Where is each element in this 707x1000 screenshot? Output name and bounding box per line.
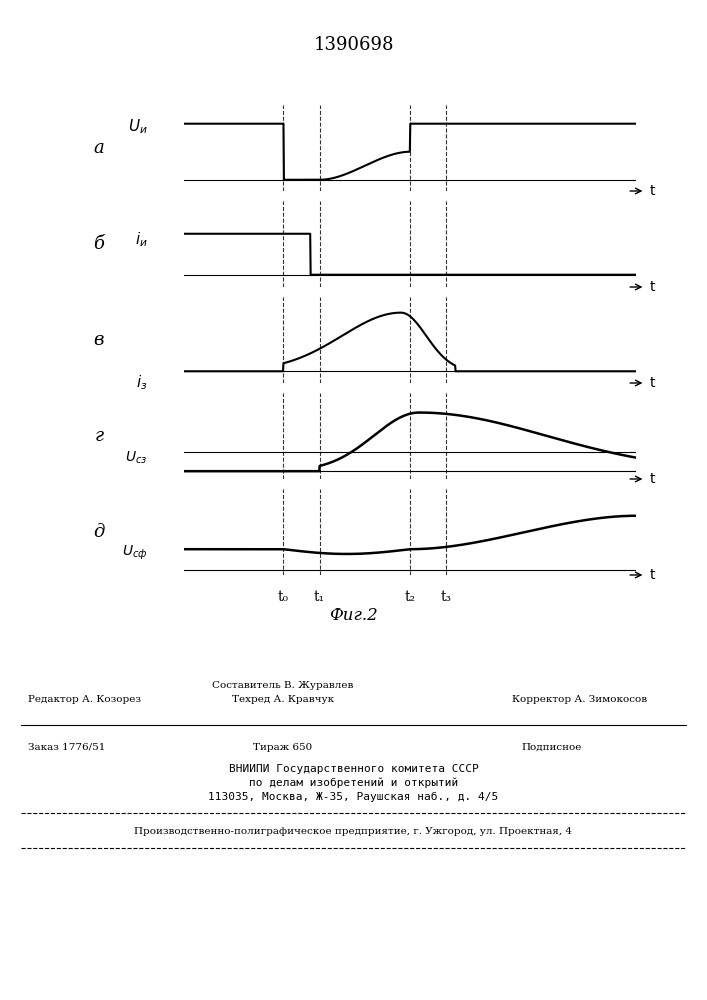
Text: $U_{сз}$: $U_{сз}$ — [125, 449, 148, 466]
Text: t: t — [650, 184, 655, 198]
Text: $i_и$: $i_и$ — [135, 230, 148, 249]
Text: 113035, Москва, Ж-35, Раушская наб., д. 4/5: 113035, Москва, Ж-35, Раушская наб., д. … — [209, 792, 498, 802]
Text: Производственно-полиграфическое предприятие, г. Ужгород, ул. Проектная, 4: Производственно-полиграфическое предприя… — [134, 826, 573, 836]
Text: Подписное: Подписное — [521, 742, 582, 752]
Text: t: t — [650, 568, 655, 582]
Text: t₀: t₀ — [278, 590, 289, 604]
Text: Заказ 1776/51: Заказ 1776/51 — [28, 742, 105, 752]
Text: Техред А. Кравчук: Техред А. Кравчук — [232, 696, 334, 704]
Text: в: в — [94, 331, 104, 349]
Text: $U_и$: $U_и$ — [128, 117, 148, 136]
Text: ВНИИПИ Государственного комитета СССР: ВНИИПИ Государственного комитета СССР — [228, 764, 479, 774]
Text: Тираж 650: Тираж 650 — [253, 742, 312, 752]
Text: t: t — [650, 472, 655, 486]
Text: б: б — [93, 235, 105, 253]
Text: 1390698: 1390698 — [313, 36, 394, 54]
Text: $U_{сф}$: $U_{сф}$ — [122, 544, 148, 562]
Text: t₃: t₃ — [440, 590, 452, 604]
Text: Фиг.2: Фиг.2 — [329, 606, 378, 624]
Text: t: t — [650, 280, 655, 294]
Text: д: д — [93, 523, 105, 541]
Text: Корректор А. Зимокосов: Корректор А. Зимокосов — [512, 696, 648, 704]
Text: $i_з$: $i_з$ — [136, 374, 148, 392]
Text: по делам изобретений и открытий: по делам изобретений и открытий — [249, 778, 458, 788]
Text: Составитель В. Журавлев: Составитель В. Журавлев — [212, 680, 354, 690]
Text: Редактор А. Козорез: Редактор А. Козорез — [28, 696, 141, 704]
Text: г: г — [95, 427, 103, 445]
Text: t: t — [650, 376, 655, 390]
Text: t₁: t₁ — [314, 590, 325, 604]
Text: t₂: t₂ — [404, 590, 416, 604]
Text: а: а — [93, 139, 105, 157]
